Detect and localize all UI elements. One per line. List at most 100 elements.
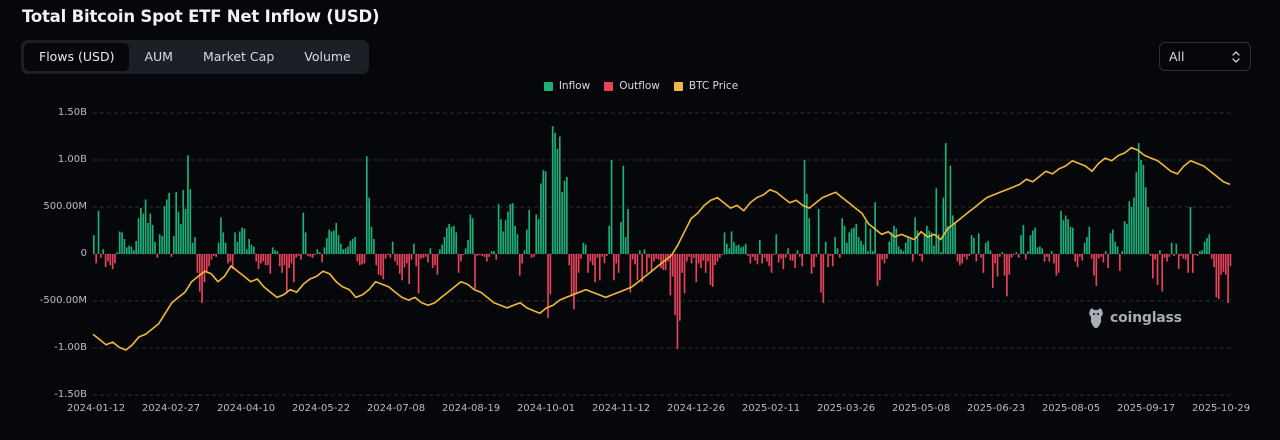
inflow-bar[interactable] (926, 225, 928, 254)
inflow-bar[interactable] (563, 180, 566, 254)
inflow-bar[interactable] (1015, 252, 1018, 254)
outflow-bar[interactable] (829, 254, 832, 256)
inflow-bar[interactable] (365, 156, 368, 254)
inflow-bar[interactable] (328, 229, 330, 254)
outflow-bar[interactable] (293, 254, 295, 283)
inflow-bar[interactable] (808, 218, 811, 254)
inflow-bar[interactable] (125, 247, 128, 254)
inflow-bar[interactable] (850, 228, 853, 254)
outflow-bar[interactable] (314, 254, 316, 255)
outflow-bar[interactable] (1024, 254, 1027, 260)
outflow-bar[interactable] (754, 254, 756, 261)
inflow-bar[interactable] (1126, 223, 1128, 254)
inflow-bar[interactable] (1104, 251, 1107, 254)
outflow-bar[interactable] (269, 254, 272, 274)
outflow-bar[interactable] (488, 254, 491, 257)
inflow-bar[interactable] (368, 197, 370, 254)
inflow-bar[interactable] (455, 232, 458, 254)
inflow-bar[interactable] (566, 176, 568, 254)
inflow-bar[interactable] (1189, 207, 1192, 254)
inflow-bar[interactable] (1050, 251, 1053, 254)
outflow-bar[interactable] (886, 254, 888, 259)
outflow-bar[interactable] (570, 254, 573, 297)
outflow-bar[interactable] (361, 254, 363, 265)
outflow-bar[interactable] (417, 254, 420, 294)
outflow-bar[interactable] (655, 254, 658, 259)
outflow-bar[interactable] (1097, 254, 1100, 259)
outflow-bar[interactable] (1196, 254, 1199, 256)
inflow-bar[interactable] (351, 238, 354, 254)
outflow-bar[interactable] (747, 254, 749, 256)
outflow-bar[interactable] (669, 254, 672, 296)
inflow-bar[interactable] (526, 229, 528, 254)
inflow-bar[interactable] (250, 244, 253, 254)
inflow-bar[interactable] (325, 238, 328, 254)
outflow-bar[interactable] (693, 254, 695, 258)
inflow-bar[interactable] (123, 238, 126, 254)
outflow-bar[interactable] (678, 254, 681, 321)
inflow-bar[interactable] (561, 191, 563, 254)
outflow-bar[interactable] (963, 254, 966, 257)
inflow-bar[interactable] (841, 218, 843, 254)
inflow-bar[interactable] (909, 238, 912, 254)
outflow-bar[interactable] (702, 254, 705, 261)
inflow-bar[interactable] (582, 242, 585, 254)
outflow-bar[interactable] (420, 254, 422, 259)
outflow-bar[interactable] (827, 254, 829, 268)
tab-aum[interactable]: AUM (144, 49, 173, 64)
inflow-bar[interactable] (556, 148, 559, 254)
outflow-bar[interactable] (387, 254, 389, 255)
outflow-bar[interactable] (681, 254, 683, 273)
outflow-bar[interactable] (1177, 254, 1180, 270)
inflow-bar[interactable] (535, 214, 538, 254)
inflow-bar[interactable] (1208, 234, 1211, 254)
outflow-bar[interactable] (784, 254, 787, 258)
inflow-bar[interactable] (347, 246, 349, 254)
outflow-bar[interactable] (311, 254, 314, 258)
inflow-bar[interactable] (316, 249, 319, 254)
inflow-bar[interactable] (137, 218, 140, 254)
inflow-bar[interactable] (846, 242, 848, 254)
inflow-bar[interactable] (638, 250, 641, 254)
outflow-bar[interactable] (815, 254, 818, 257)
inflow-bar[interactable] (1128, 201, 1131, 254)
outflow-bar[interactable] (107, 254, 109, 262)
outflow-bar[interactable] (547, 254, 549, 318)
outflow-bar[interactable] (434, 254, 436, 266)
outflow-bar[interactable] (763, 254, 766, 258)
inflow-bar[interactable] (1001, 252, 1004, 254)
outflow-bar[interactable] (1006, 254, 1008, 297)
outflow-bar[interactable] (476, 254, 479, 256)
inflow-bar[interactable] (182, 190, 185, 254)
outflow-bar[interactable] (697, 254, 700, 264)
inflow-bar[interactable] (528, 209, 531, 254)
outflow-bar[interactable] (801, 254, 803, 267)
outflow-bar[interactable] (782, 254, 785, 270)
outflow-bar[interactable] (478, 254, 481, 255)
inflow-bar[interactable] (222, 232, 225, 254)
outflow-bar[interactable] (262, 254, 265, 262)
outflow-bar[interactable] (431, 254, 434, 269)
inflow-bar[interactable] (149, 213, 152, 254)
time-range-select[interactable]: All (1159, 42, 1251, 71)
outflow-bar[interactable] (798, 254, 801, 257)
outflow-bar[interactable] (290, 254, 293, 264)
inflow-bar[interactable] (158, 234, 161, 254)
outflow-bar[interactable] (575, 254, 578, 294)
inflow-bar[interactable] (471, 218, 474, 254)
outflow-bar[interactable] (213, 254, 215, 256)
inflow-bar[interactable] (337, 235, 340, 254)
outflow-bar[interactable] (603, 254, 606, 264)
outflow-bar[interactable] (770, 254, 773, 273)
outflow-bar[interactable] (481, 254, 483, 256)
outflow-bar[interactable] (587, 254, 589, 273)
inflow-bar[interactable] (333, 230, 335, 255)
outflow-bar[interactable] (1166, 254, 1168, 262)
inflow-bar[interactable] (236, 241, 239, 254)
inflow-bar[interactable] (220, 217, 222, 254)
outflow-bar[interactable] (631, 254, 634, 260)
inflow-bar[interactable] (540, 183, 542, 255)
inflow-bar[interactable] (723, 232, 726, 254)
inflow-bar[interactable] (1031, 230, 1034, 255)
